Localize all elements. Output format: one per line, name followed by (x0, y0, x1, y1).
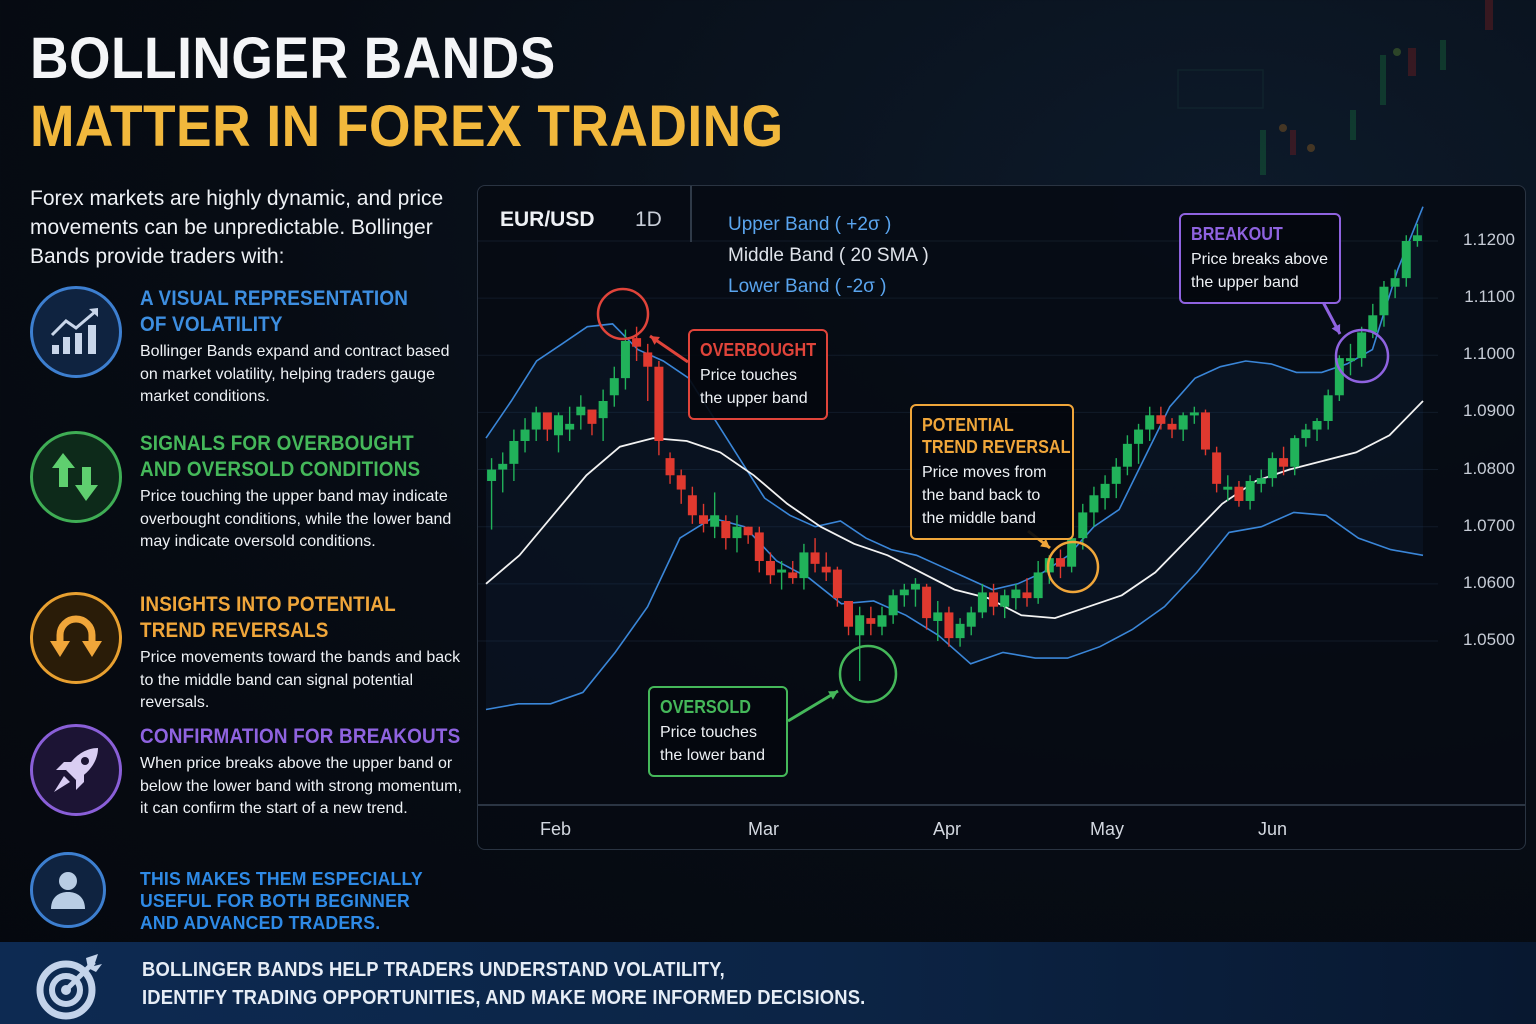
y-tick-label: 1.0500 (1463, 629, 1515, 649)
title-line-2: MATTER IN FOREX TRADING (30, 94, 784, 159)
feature-heading: CONFIRMATION FOR BREAKOUTS (140, 725, 461, 748)
x-tick-label: Apr (933, 819, 962, 839)
timeframe-label[interactable]: 1D (635, 208, 662, 231)
callout-title: OVERBOUGHT (700, 340, 817, 360)
feature-heading: SIGNALS FOR OVERBOUGHT AND OVERSOLD CONDI… (140, 432, 421, 481)
y-tick-label: 1.0700 (1463, 515, 1515, 535)
header-divider (690, 186, 692, 242)
legend-middle-band: Middle Band ( 20 SMA ) (728, 245, 929, 266)
callout-title: BREAKOUT (1191, 224, 1283, 244)
audience-statement: THIS MAKES THEM ESPECIALLY USEFUL FOR BOT… (140, 869, 423, 933)
callout-body: Price moves from the band back to the midd… (922, 464, 1047, 527)
legend-upper-band: Upper Band ( +2σ ) (728, 214, 892, 235)
callout-oversold: OVERSOLD Price touches the lower band (648, 686, 788, 777)
x-tick-label: May (1090, 819, 1125, 839)
legend-lower-band: Lower Band ( -2σ ) (728, 276, 887, 297)
y-tick-label: 1.1200 (1463, 230, 1515, 249)
y-tick-label: 1.0600 (1463, 572, 1515, 592)
eurusd-chart-panel: EUR/USD 1D Upper Band ( +2σ ) Middle Ban… (477, 185, 1526, 850)
x-axis-line (478, 804, 1525, 806)
feature-description: When price breaks above the upper band o… (140, 755, 462, 817)
feature-description: Price touching the upper band may indica… (140, 488, 452, 550)
candlestick-chart-plot (478, 206, 1438, 723)
feature-description: Price movements toward the bands and bac… (140, 649, 461, 711)
callout-title: OVERSOLD (660, 697, 751, 717)
title-line-1: BOLLINGER BANDS (30, 26, 556, 91)
y-tick-label: 1.1000 (1463, 344, 1515, 364)
x-tick-label: Feb (540, 819, 572, 839)
up-down-arrows-icon (30, 431, 122, 523)
y-tick-label: 1.1100 (1464, 287, 1515, 307)
callout-body: Price touches the upper band (700, 367, 808, 407)
symbol-label: EUR/USD (500, 208, 595, 231)
chart-growth-icon (30, 286, 122, 378)
callout-breakout: BREAKOUT Price breaks above the upper ban… (1179, 213, 1341, 304)
y-tick-label: 1.0800 (1463, 458, 1515, 478)
callout-body: Price breaks above the upper band (1191, 251, 1328, 291)
x-tick-label: Mar (748, 819, 779, 839)
intro-paragraph: Forex markets are highly dynamic, and pr… (30, 187, 444, 268)
callout-overbought: OVERBOUGHT Price touches the upper band (688, 329, 828, 420)
user-icon (30, 852, 106, 928)
page-title: BOLLINGER BANDS MATTER IN FOREX TRADING (30, 30, 849, 156)
feature-description: Bollinger Bands expand and contract base… (140, 343, 450, 405)
y-tick-label: 1.0900 (1463, 401, 1515, 421)
callout-title: POTENTIAL TREND REVERSAL (922, 415, 1071, 457)
rocket-icon (30, 724, 122, 816)
u-turn-arrow-icon (30, 592, 122, 684)
callout-trend-reversal: POTENTIAL TREND REVERSAL Price moves from… (910, 404, 1074, 540)
feature-heading: INSIGHTS INTO POTENTIAL TREND REVERSALS (140, 593, 396, 642)
background-trading-screen-decoration (1177, 0, 1493, 175)
x-tick-label: Jun (1258, 819, 1288, 839)
footer-banner: BOLLINGER BANDS HELP TRADERS UNDERSTAND … (0, 942, 1536, 1024)
callout-body: Price touches the lower band (660, 724, 765, 764)
target-arrow-icon (36, 950, 106, 1020)
chart-legend: Upper Band ( +2σ ) Middle Band ( 20 SMA … (728, 209, 929, 302)
footer-message: BOLLINGER BANDS HELP TRADERS UNDERSTAND … (142, 959, 866, 1009)
feature-heading: A VISUAL REPRESENTATION OF VOLATILITY (140, 287, 409, 336)
